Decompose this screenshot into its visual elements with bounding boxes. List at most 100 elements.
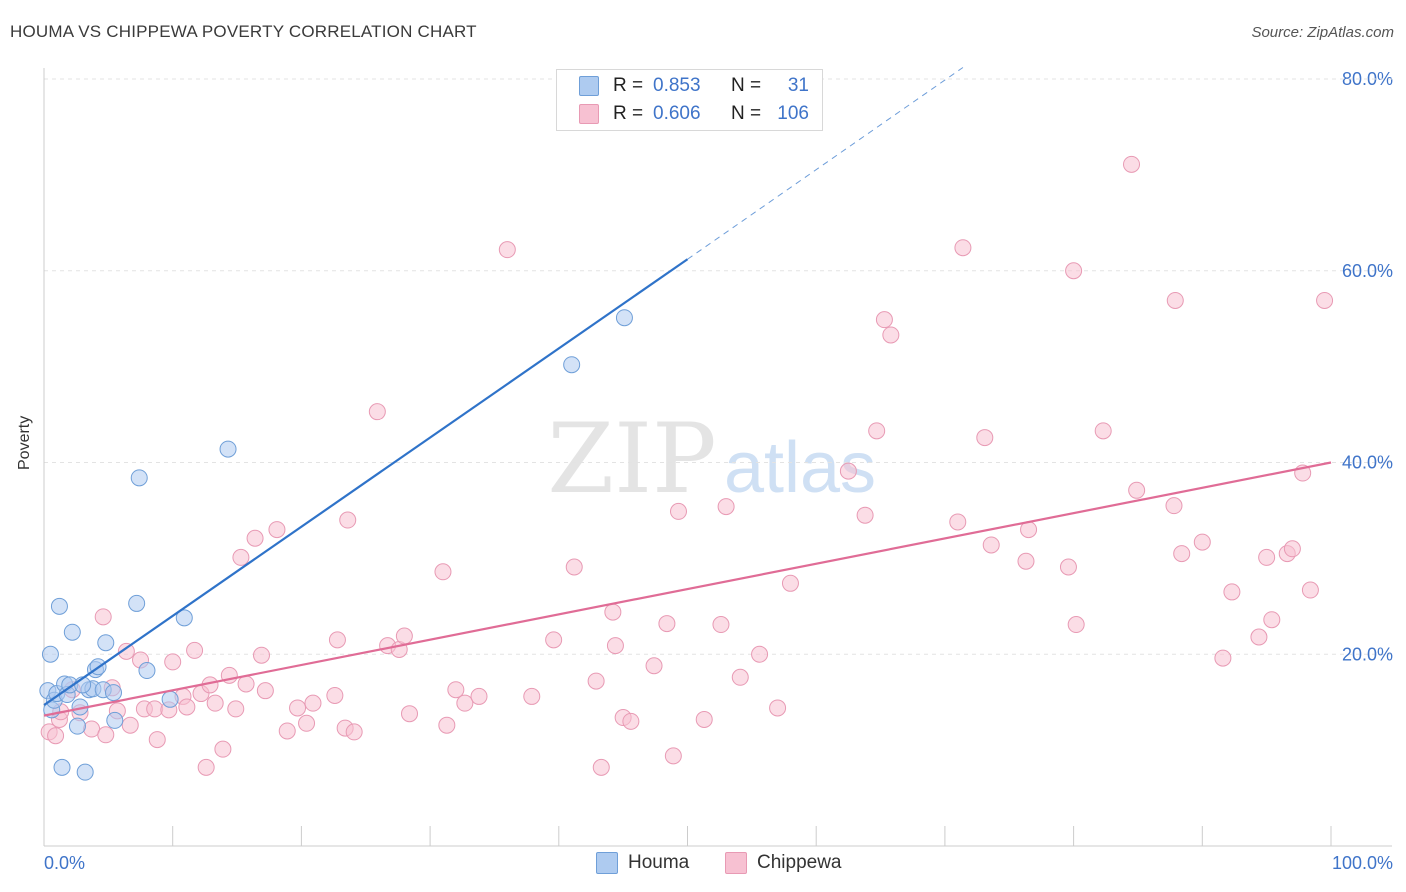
chippewa-point <box>839 462 857 480</box>
chippewa-point <box>1067 616 1085 634</box>
chippewa-point <box>1193 533 1211 551</box>
houma-point <box>68 717 86 735</box>
chippewa-point <box>164 653 182 671</box>
chippewa-point <box>326 686 344 704</box>
chippewa-point <box>658 615 676 633</box>
houma-point <box>615 309 633 327</box>
chippewa-point <box>470 687 488 705</box>
chippewa-point <box>328 631 346 649</box>
chart-title: HOUMA VS CHIPPEWA POVERTY CORRELATION CH… <box>10 22 477 41</box>
chippewa-point <box>664 747 682 765</box>
houma-point <box>41 645 59 663</box>
chippewa-point <box>214 740 232 758</box>
chippewa-point <box>1214 649 1232 667</box>
chippewa-point <box>253 646 271 664</box>
houma-swatch <box>579 76 599 96</box>
houma-point <box>130 469 148 487</box>
chippewa-point <box>83 720 101 738</box>
legend-item-chippewa[interactable]: Chippewa <box>725 852 842 874</box>
chippewa-point <box>731 668 749 686</box>
chippewa-point <box>345 723 363 741</box>
houma-trendline-extension <box>687 67 964 260</box>
chippewa-point <box>868 422 886 440</box>
chippewa-point <box>186 641 204 659</box>
chippewa-point <box>94 608 112 626</box>
chippewa-point <box>1250 628 1268 646</box>
houma-point <box>219 440 237 458</box>
chippewa-point <box>146 700 164 718</box>
chippewa-n-value: 106 <box>777 103 809 124</box>
chippewa-point <box>438 716 456 734</box>
chippewa-point <box>769 699 787 717</box>
chippewa-point <box>1223 583 1241 601</box>
chippewa-n-label: N = <box>731 103 762 124</box>
chippewa-point <box>949 513 967 531</box>
x-tick-label-max: 100.0% <box>1332 853 1393 873</box>
houma-legend-label: Houma <box>628 852 690 873</box>
houma-trendline <box>43 258 689 706</box>
chippewa-point <box>498 241 516 259</box>
chippewa-point <box>1059 558 1077 576</box>
y-tick-label: 40.0% <box>1342 453 1393 473</box>
chippewa-point <box>447 681 465 699</box>
chippewa-point <box>781 574 799 592</box>
houma-point <box>53 758 71 776</box>
chippewa-point <box>1173 545 1191 563</box>
chippewa-point <box>121 716 139 734</box>
chippewa-point <box>456 694 474 712</box>
source-label: Source: ZipAtlas.com <box>1251 24 1394 41</box>
chippewa-point <box>712 616 730 634</box>
houma-r-label: R = <box>613 75 644 96</box>
chippewa-point <box>298 714 316 732</box>
chippewa-point <box>278 722 296 740</box>
chippewa-point <box>695 710 713 728</box>
chippewa-point <box>1128 481 1146 499</box>
houma-point <box>161 690 179 708</box>
chippewa-point <box>523 687 541 705</box>
chippewa-point <box>401 705 419 723</box>
chippewa-point <box>1017 552 1035 570</box>
chippewa-trendline <box>43 461 1332 717</box>
chippewa-point <box>434 563 452 581</box>
chippewa-point <box>645 657 663 675</box>
chippewa-point <box>246 529 264 547</box>
chippewa-point <box>976 429 994 447</box>
houma-point <box>97 634 115 652</box>
y-tick-label: 20.0% <box>1342 644 1393 664</box>
chippewa-point <box>227 700 245 718</box>
houma-point <box>76 763 94 781</box>
chippewa-point <box>148 731 166 749</box>
chippewa-point <box>256 682 274 700</box>
legend-row-houma: R = 0.853 N = 31 <box>579 74 809 98</box>
chippewa-point <box>1263 611 1281 629</box>
chippewa-point <box>622 712 640 730</box>
chippewa-point <box>1316 291 1334 309</box>
houma-n-label: N = <box>731 75 762 96</box>
legend-row-chippewa: R = 0.606 N = 106 <box>579 102 809 126</box>
chippewa-point <box>882 326 900 344</box>
chippewa-point <box>97 726 115 744</box>
chippewa-point <box>606 637 624 655</box>
houma-point <box>106 711 124 729</box>
chippewa-point <box>1123 155 1141 173</box>
houma-n-value: 31 <box>787 75 809 96</box>
houma-point <box>50 597 68 615</box>
chippewa-point <box>178 698 196 716</box>
chippewa-point <box>875 311 893 329</box>
houma-point <box>563 356 581 374</box>
chippewa-point <box>545 631 563 649</box>
houma-point <box>104 684 122 702</box>
chippewa-point <box>954 239 972 257</box>
chippewa-point <box>268 521 286 539</box>
chippewa-point <box>1065 262 1083 280</box>
chippewa-point <box>289 699 307 717</box>
legend-item-houma[interactable]: Houma <box>596 852 689 874</box>
chippewa-point <box>339 511 357 529</box>
chippewa-point <box>197 758 215 776</box>
stats-legend: R = 0.853 N = 31 R = 0.606 N = 106 <box>556 69 823 131</box>
series-legend: Houma Chippewa <box>0 852 1406 876</box>
y-tick-label: 60.0% <box>1342 261 1393 281</box>
chippewa-point <box>982 536 1000 554</box>
chippewa-point <box>1094 422 1112 440</box>
